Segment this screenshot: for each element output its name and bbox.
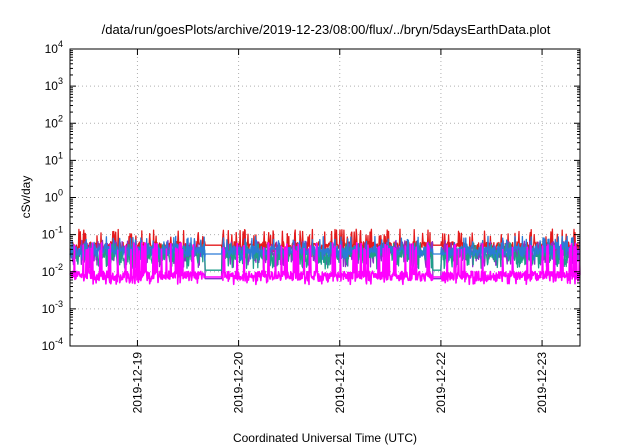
x-tick-label: 2019-12-23: [535, 352, 549, 414]
y-tick-base: 10: [45, 153, 59, 167]
x-tick-label: 2019-12-20: [232, 352, 246, 414]
y-tick-label: 10-2: [42, 262, 63, 279]
y-tick-base: 10: [42, 228, 56, 242]
y-tick-base: 10: [42, 265, 56, 279]
y-tick-base: 10: [45, 191, 59, 205]
series-line: [69, 242, 581, 286]
x-tick-label: 2019-12-21: [333, 352, 347, 414]
y-tick-exponent: 3: [58, 76, 63, 86]
x-tick-label: 2019-12-22: [434, 352, 448, 414]
y-tick-label: 104: [45, 39, 63, 56]
y-tick-exponent: -2: [55, 262, 63, 272]
y-tick-label: 10-3: [42, 299, 63, 316]
y-tick-label: 101: [45, 150, 63, 167]
y-tick-exponent: 0: [58, 188, 63, 198]
y-tick-label: 103: [45, 76, 63, 93]
y-tick-exponent: 2: [58, 113, 63, 123]
y-tick-exponent: -1: [55, 225, 63, 235]
y-tick-base: 10: [45, 79, 59, 93]
y-tick-exponent: 1: [58, 150, 63, 160]
grid: [70, 48, 580, 347]
chart-title: /data/run/goesPlots/archive/2019-12-23/0…: [102, 22, 551, 37]
y-axis-label: cSv/day: [19, 176, 33, 219]
y-tick-label: 10-1: [42, 225, 63, 242]
y-tick-label: 10-4: [42, 336, 63, 353]
y-tick-base: 10: [45, 42, 59, 56]
y-tick-exponent: 4: [58, 39, 63, 49]
y-tick-base: 10: [42, 302, 56, 316]
x-tick-label: 2019-12-19: [130, 352, 144, 414]
y-tick-label: 102: [45, 113, 63, 130]
x-axis-label: Coordinated Universal Time (UTC): [233, 431, 417, 445]
series-layer: [69, 228, 581, 286]
x-axis: 2019-12-19 2019-12-20 2019-12-21 2019-12-22…: [130, 49, 549, 413]
y-tick-label: 100: [45, 188, 63, 205]
y-tick-base: 10: [45, 116, 59, 130]
y-tick-exponent: -4: [55, 336, 63, 346]
y-tick-base: 10: [42, 339, 56, 353]
y-tick-exponent: -3: [55, 299, 63, 309]
